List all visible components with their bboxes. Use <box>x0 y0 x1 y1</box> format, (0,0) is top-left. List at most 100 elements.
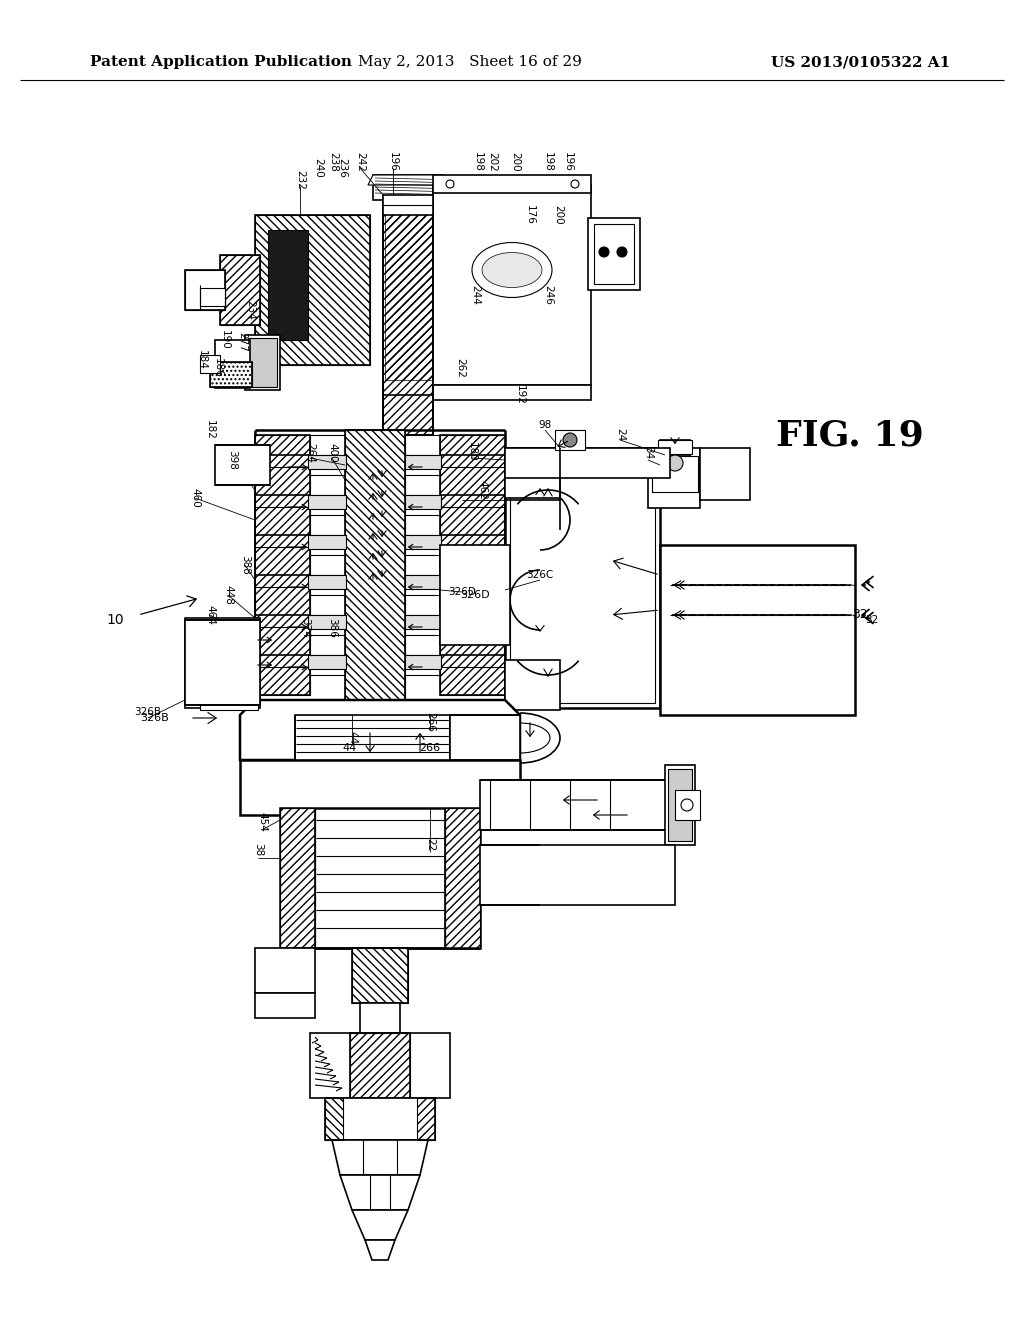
Bar <box>280 808 480 948</box>
Circle shape <box>563 433 577 447</box>
Bar <box>668 770 692 841</box>
Bar <box>660 440 690 455</box>
Bar <box>555 430 585 450</box>
Text: 374: 374 <box>300 618 310 638</box>
Circle shape <box>446 180 454 187</box>
Bar <box>200 288 225 306</box>
Bar <box>352 948 408 1003</box>
Bar <box>417 1098 435 1140</box>
Ellipse shape <box>472 243 552 297</box>
Bar <box>440 436 505 696</box>
Text: 244: 244 <box>470 285 480 305</box>
Bar <box>202 657 227 677</box>
Bar <box>658 440 692 454</box>
Polygon shape <box>332 1140 428 1175</box>
Bar <box>255 436 310 696</box>
Bar <box>280 808 315 948</box>
Bar <box>450 715 520 760</box>
Bar <box>433 185 591 385</box>
Text: 266: 266 <box>425 711 435 731</box>
Bar <box>200 655 258 682</box>
Text: 266: 266 <box>420 743 440 752</box>
Text: 24: 24 <box>615 429 625 442</box>
Text: 277: 277 <box>237 333 247 352</box>
Bar <box>240 760 520 814</box>
Bar <box>308 615 346 630</box>
Bar <box>345 430 406 715</box>
Text: 186: 186 <box>213 358 223 378</box>
Bar <box>350 1034 410 1098</box>
Bar <box>352 948 408 1003</box>
Text: 264: 264 <box>305 444 315 463</box>
Text: FIG. 19: FIG. 19 <box>776 418 924 451</box>
Bar <box>652 455 698 492</box>
Text: 246: 246 <box>543 285 553 305</box>
Text: 398: 398 <box>227 450 237 470</box>
Text: 200: 200 <box>553 205 563 224</box>
Bar <box>255 215 370 366</box>
Bar <box>308 576 346 589</box>
Text: 10: 10 <box>106 612 124 627</box>
Ellipse shape <box>482 252 542 288</box>
Bar <box>255 436 310 696</box>
Text: 460: 460 <box>190 488 200 508</box>
Bar <box>505 447 670 478</box>
Bar <box>505 447 660 708</box>
Text: May 2, 2013   Sheet 16 of 29: May 2, 2013 Sheet 16 of 29 <box>358 55 582 69</box>
Text: 326B: 326B <box>140 713 169 723</box>
Bar <box>700 447 750 500</box>
Bar <box>505 447 560 498</box>
Text: 326D: 326D <box>449 587 476 597</box>
Text: 238: 238 <box>328 152 338 172</box>
Bar <box>433 385 591 400</box>
Text: 176: 176 <box>525 205 535 224</box>
Bar <box>185 271 225 310</box>
Text: 262: 262 <box>455 358 465 378</box>
Text: Patent Application Publication: Patent Application Publication <box>90 55 352 69</box>
Text: 22: 22 <box>425 838 435 851</box>
Text: 192: 192 <box>515 385 525 405</box>
Bar <box>406 535 441 549</box>
Bar <box>433 176 591 193</box>
Polygon shape <box>352 1210 408 1239</box>
Bar <box>200 355 220 374</box>
Bar <box>383 195 433 215</box>
Text: 388: 388 <box>240 556 250 576</box>
Bar <box>185 271 225 310</box>
Circle shape <box>667 455 683 471</box>
Bar <box>385 201 433 380</box>
Polygon shape <box>240 700 520 760</box>
Text: 236: 236 <box>337 158 347 178</box>
Bar <box>325 1098 435 1140</box>
Bar <box>280 808 315 948</box>
Bar <box>440 545 510 645</box>
Bar <box>255 948 315 993</box>
Bar <box>480 845 675 906</box>
Text: 400: 400 <box>327 444 337 463</box>
Bar <box>220 255 260 325</box>
Bar <box>210 362 252 387</box>
Bar <box>648 447 700 508</box>
Text: 234: 234 <box>245 300 255 319</box>
Bar <box>440 436 505 696</box>
Bar <box>445 808 480 948</box>
Text: 240: 240 <box>313 158 323 178</box>
Circle shape <box>571 180 579 187</box>
Bar <box>310 1034 450 1098</box>
Bar <box>245 335 280 389</box>
Bar <box>594 224 634 284</box>
Text: 196: 196 <box>563 152 573 172</box>
Text: 200: 200 <box>510 152 520 172</box>
Bar <box>210 362 252 387</box>
Text: 180: 180 <box>467 442 477 462</box>
Text: 242: 242 <box>355 152 365 172</box>
Bar <box>665 766 695 845</box>
Bar <box>200 682 258 710</box>
Text: 326B: 326B <box>134 708 162 717</box>
Bar <box>202 682 227 702</box>
Polygon shape <box>365 1239 395 1261</box>
Text: 462: 462 <box>477 480 487 500</box>
Circle shape <box>617 247 627 257</box>
Text: 448: 448 <box>223 585 233 605</box>
Bar <box>350 1034 410 1098</box>
